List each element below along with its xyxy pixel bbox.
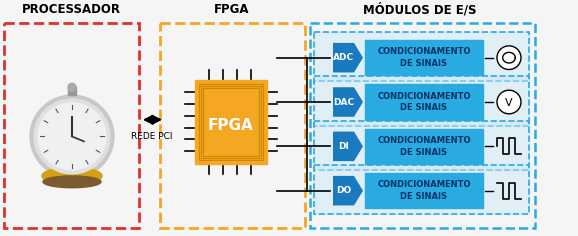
Bar <box>314 121 529 170</box>
Bar <box>4 23 139 228</box>
Text: V: V <box>505 98 513 108</box>
Bar <box>310 23 535 228</box>
Ellipse shape <box>43 176 101 188</box>
Circle shape <box>497 90 521 114</box>
Ellipse shape <box>42 167 102 185</box>
Bar <box>365 84 483 120</box>
Bar <box>314 32 529 81</box>
Text: PROCESSADOR: PROCESSADOR <box>21 3 120 16</box>
Bar <box>365 40 483 76</box>
Text: CONDICIONAMENTO
DE SINAIS: CONDICIONAMENTO DE SINAIS <box>377 47 470 68</box>
Circle shape <box>30 95 114 178</box>
Polygon shape <box>333 131 363 161</box>
Text: CONDICIONAMENTO
DE SINAIS: CONDICIONAMENTO DE SINAIS <box>377 136 470 157</box>
Bar <box>314 76 529 126</box>
Text: CONDICIONAMENTO
DE SINAIS: CONDICIONAMENTO DE SINAIS <box>377 92 470 112</box>
Text: ADC: ADC <box>333 53 354 62</box>
Circle shape <box>38 103 106 170</box>
Text: FPGA: FPGA <box>214 3 250 16</box>
Bar <box>68 87 76 95</box>
Text: FPGA: FPGA <box>208 118 254 133</box>
Text: REDE PCI: REDE PCI <box>131 131 173 141</box>
Text: DI: DI <box>338 142 349 151</box>
Text: MÓDULOS DE E/S: MÓDULOS DE E/S <box>363 3 477 16</box>
Bar <box>195 80 267 164</box>
Bar <box>314 121 529 170</box>
Text: CONDICIONAMENTO
DE SINAIS: CONDICIONAMENTO DE SINAIS <box>377 180 470 201</box>
Circle shape <box>497 46 521 69</box>
Circle shape <box>34 99 110 174</box>
Bar <box>314 32 529 81</box>
Text: DO: DO <box>336 186 351 195</box>
Bar <box>203 88 259 156</box>
Bar <box>365 129 483 164</box>
Text: DAC: DAC <box>333 97 354 106</box>
Bar <box>365 173 483 208</box>
Bar <box>314 165 529 214</box>
Circle shape <box>68 83 76 91</box>
Polygon shape <box>333 176 363 206</box>
Bar <box>199 84 263 160</box>
Polygon shape <box>333 87 363 117</box>
Polygon shape <box>333 43 363 72</box>
Bar <box>160 23 305 228</box>
Bar <box>201 86 261 158</box>
Bar <box>314 165 529 214</box>
Bar <box>314 76 529 126</box>
